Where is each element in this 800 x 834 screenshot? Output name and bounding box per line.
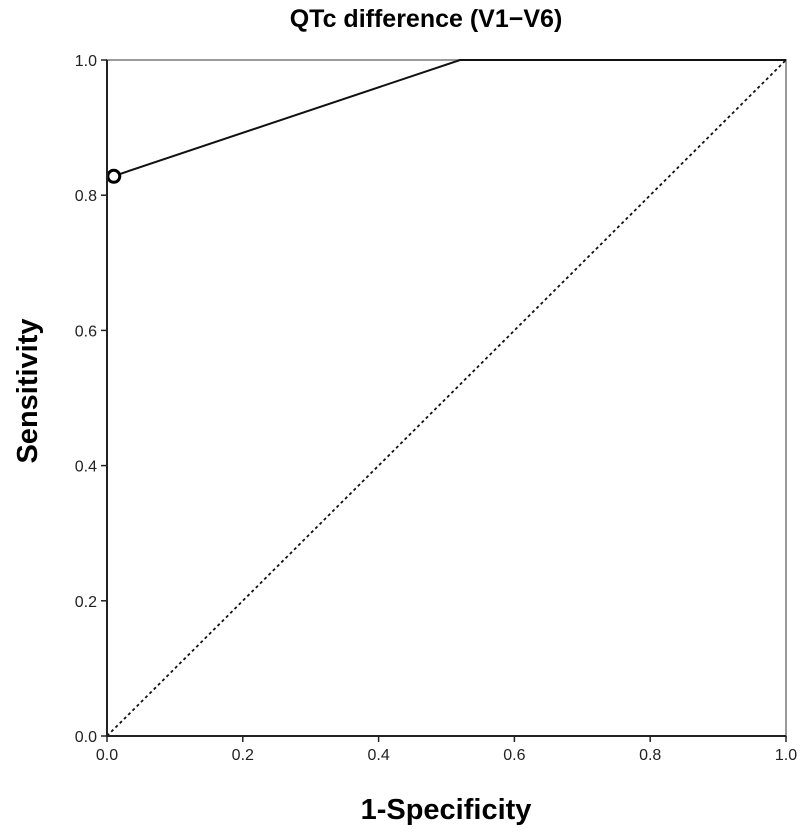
y-axis-title: Sensitivity [12,318,44,463]
cutoff-marker [106,168,122,184]
chart-title: QTc difference (V1−V6) [290,5,563,33]
y-tick-label: 0.4 [75,459,97,476]
plot-area [106,59,787,737]
x-tick-label: 0.0 [96,747,118,764]
roc-curve [106,59,786,736]
y-tick-label: 0.0 [75,729,97,746]
series-layer [106,59,787,737]
x-tick-label: 0.6 [503,747,525,764]
y-tick-label: 0.6 [75,323,97,340]
y-tick-label: 0.8 [75,188,97,205]
x-tick-label: 0.4 [367,747,389,764]
x-tick-label: 1.0 [775,747,797,764]
y-ticks: 0.0 0.2 0.4 0.6 0.8 1.0 [75,53,107,746]
marker-layer [106,168,122,184]
x-tick-label: 0.2 [232,747,254,764]
reference-line [106,59,787,737]
y-tick-label: 0.2 [75,594,97,611]
x-axis-title: 1-Specificity [361,794,532,826]
y-tick-label: 1.0 [75,53,97,70]
x-tick-label: 0.8 [639,747,661,764]
x-ticks: 0.0 0.2 0.4 0.6 0.8 1.0 [96,736,797,764]
